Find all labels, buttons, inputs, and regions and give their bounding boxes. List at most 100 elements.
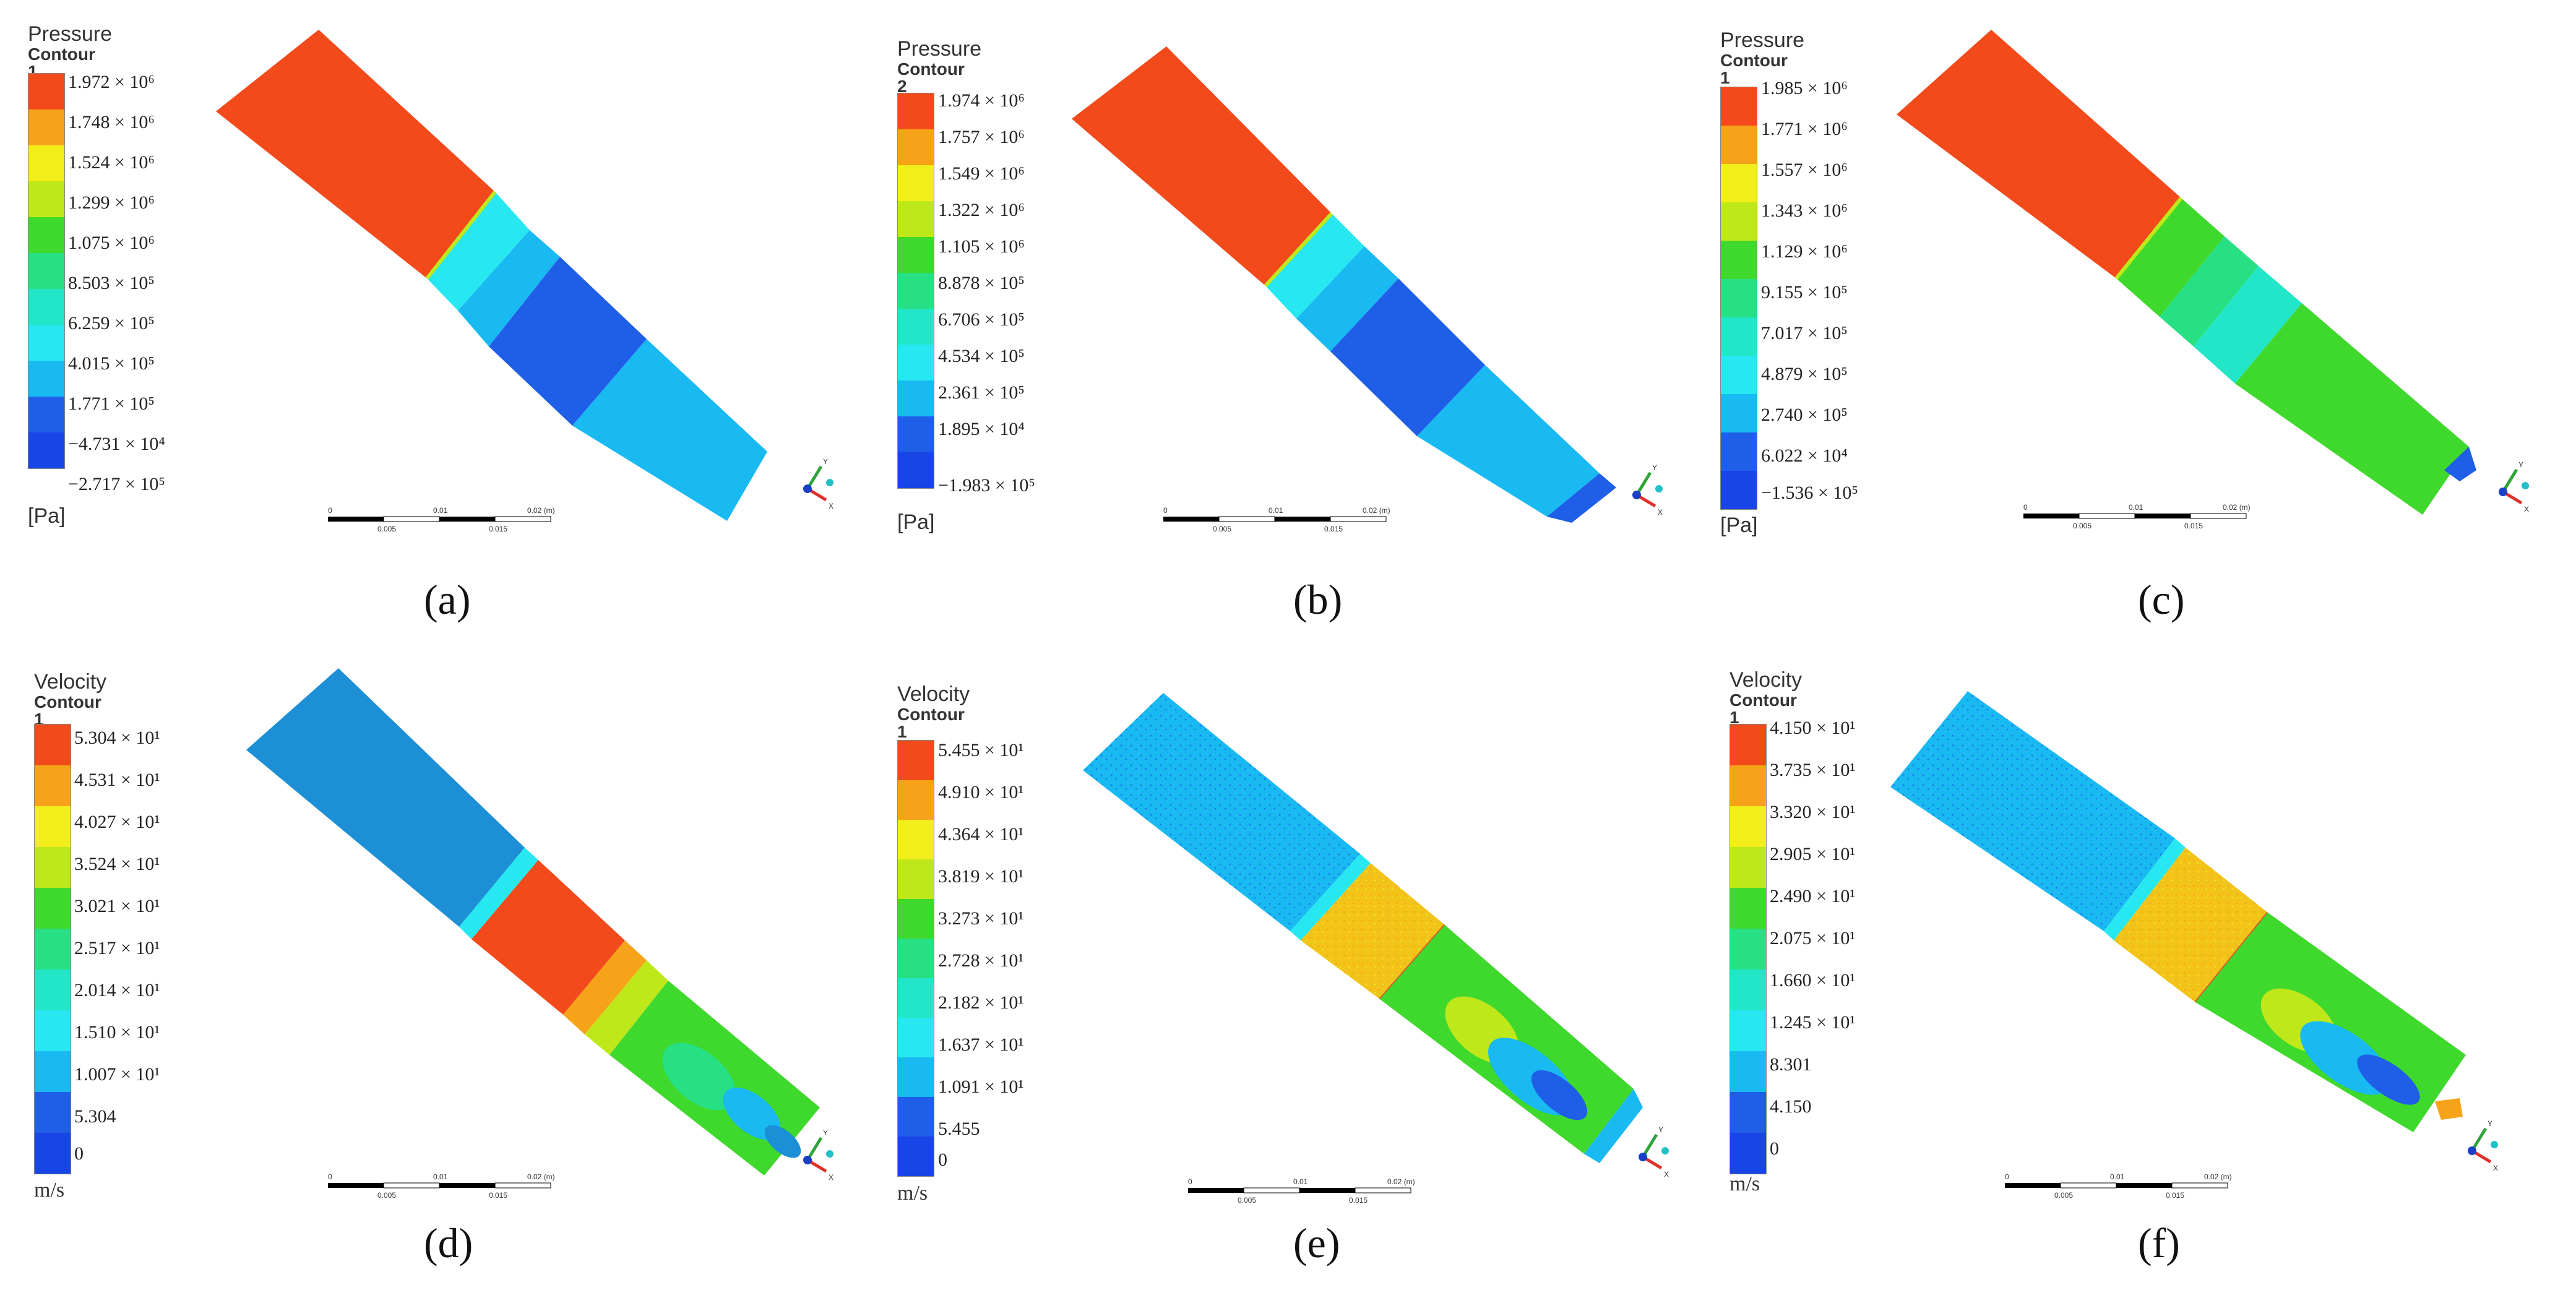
legend-unit: [Pa] xyxy=(1720,514,1758,537)
texture xyxy=(1890,691,2175,931)
axis-triad-icon: YX xyxy=(803,457,834,510)
inlet-region xyxy=(246,668,525,927)
legend-level: 1.129 × 10⁶ xyxy=(1761,241,1848,262)
geometry-f xyxy=(1890,691,2466,1132)
scale-subtick: 0.005 xyxy=(1213,525,1231,533)
contour-band xyxy=(2160,236,2259,346)
legend-subtitle: Contour 1 xyxy=(34,692,101,729)
legend-level: 2.014 × 10¹ xyxy=(74,980,160,1000)
legend-level: 9.155 × 10⁵ xyxy=(1761,282,1848,303)
inlet-region xyxy=(216,30,495,278)
legend-level: 4.534 × 10⁵ xyxy=(938,346,1025,366)
porous-interface xyxy=(2114,197,2183,280)
outlet-region xyxy=(1584,1089,1643,1163)
contour-band xyxy=(1296,246,1398,351)
legend-level: 1.637 × 10¹ xyxy=(938,1034,1024,1055)
scale-subtick: 0.005 xyxy=(2073,522,2091,530)
legend-level: 3.273 × 10¹ xyxy=(938,908,1024,929)
contour-band xyxy=(489,257,647,426)
contour-band xyxy=(2357,1054,2420,1105)
legend-level: 2.361 × 10⁵ xyxy=(938,382,1025,403)
figure-caption: (a) xyxy=(424,576,471,623)
legend-level: 3.021 × 10¹ xyxy=(74,896,160,916)
color-legend-bar xyxy=(897,740,934,1177)
legend-level: 1.524 × 10⁶ xyxy=(68,152,155,173)
legend-title: Velocity xyxy=(1730,668,1803,692)
contour-band xyxy=(2104,838,2186,940)
scale-bar-f: 0 0.01 0.02 (m) 0.005 0.015 xyxy=(2005,1172,2232,1200)
svg-text:X: X xyxy=(829,502,834,510)
contour-band xyxy=(427,192,530,311)
scale-tick: 0.01 xyxy=(2129,503,2143,512)
inlet-region xyxy=(1897,30,2181,278)
legend-level: 1.105 × 10⁶ xyxy=(938,236,1025,257)
outlet-region xyxy=(2435,1098,2463,1120)
svg-text:X: X xyxy=(2524,505,2529,514)
legend-level: −1.983 × 10⁵ xyxy=(938,475,1035,496)
legend-level: 2.740 × 10⁵ xyxy=(1761,405,1848,425)
color-legend-bar xyxy=(1720,87,1757,510)
scale-subtick: 0.015 xyxy=(2166,1191,2184,1200)
legend-level: 1.549 × 10⁶ xyxy=(938,163,1025,184)
contour-band xyxy=(572,339,767,521)
scale-tick: 0.02 (m) xyxy=(527,506,555,515)
figure-caption: (e) xyxy=(1293,1219,1340,1266)
contour-band xyxy=(2194,266,2302,384)
legend-level: 2.075 × 10¹ xyxy=(1770,928,1856,948)
legend-level: 2.905 × 10¹ xyxy=(1770,844,1856,864)
legend-level: 1.757 × 10⁶ xyxy=(938,127,1025,147)
figure-caption: (f) xyxy=(2138,1219,2180,1266)
axis-triad-icon: YX xyxy=(2499,460,2529,514)
contour-band xyxy=(764,1125,801,1158)
contour-band xyxy=(563,940,647,1034)
legend-title: Pressure xyxy=(897,37,982,61)
legend-unit: m/s xyxy=(1730,1172,1760,1195)
legend-level: 1.771 × 10⁵ xyxy=(68,393,155,414)
color-legend-bar xyxy=(34,724,71,1174)
legend-title: Velocity xyxy=(34,670,107,694)
scale-tick: 0.01 xyxy=(433,506,448,515)
svg-text:X: X xyxy=(1658,508,1663,517)
contour-band xyxy=(1265,213,1364,319)
scale-subtick: 0.005 xyxy=(377,525,396,533)
legend-unit: [Pa] xyxy=(28,504,66,528)
legend-unit: [Pa] xyxy=(897,510,935,534)
legend-level: 5.304 × 10¹ xyxy=(74,728,160,748)
scale-tick: 0 xyxy=(328,1172,332,1181)
outlet-region xyxy=(1547,473,1616,523)
color-legend-bar xyxy=(28,73,65,469)
legend-level: −4.731 × 10⁴ xyxy=(68,434,165,454)
scale-tick: 0.02 (m) xyxy=(527,1172,555,1181)
legend-level: 1.322 × 10⁶ xyxy=(938,200,1025,220)
legend-subtitle: Contour 1 xyxy=(1720,51,1788,87)
legend-level: 5.455 xyxy=(938,1119,980,1139)
scale-subtick: 0.015 xyxy=(489,1191,507,1200)
scale-subtick: 0.005 xyxy=(1238,1196,1256,1205)
legend-level: 4.910 × 10¹ xyxy=(938,782,1024,802)
legend-level: 7.017 × 10⁵ xyxy=(1761,323,1848,343)
legend-level: 8.503 × 10⁵ xyxy=(68,273,155,293)
geometry-a xyxy=(216,30,767,521)
geometry-b xyxy=(1072,46,1616,523)
scale-bar-e: 0 0.01 0.02 (m) 0.005 0.015 xyxy=(1188,1177,1415,1205)
scale-tick: 0.02 (m) xyxy=(2223,503,2251,512)
legend-subtitle: Contour 1 xyxy=(1730,690,1797,727)
scale-bar-c: 0 0.01 0.02 (m) 0.005 0.015 xyxy=(2023,503,2251,530)
scale-tick: 0.02 (m) xyxy=(1387,1177,1415,1186)
axis-triad-icon: YX xyxy=(2468,1119,2498,1172)
legend-unit: m/s xyxy=(34,1179,65,1202)
color-legend-bar xyxy=(897,93,934,489)
scale-tick: 0 xyxy=(1188,1177,1192,1186)
legend-level: 4.027 × 10¹ xyxy=(74,812,160,832)
legend-subtitle: Contour 2 xyxy=(897,59,965,96)
scale-bar-a: 0 0.01 0.02 (m) 0.005 0.015 xyxy=(328,506,555,533)
legend-level: 1.510 × 10¹ xyxy=(74,1022,160,1043)
legend-level: 4.150 × 10¹ xyxy=(1770,718,1856,738)
contour-band xyxy=(1417,365,1600,517)
legend-level: 6.022 × 10⁴ xyxy=(1761,445,1848,466)
texture xyxy=(1083,693,1360,931)
scale-tick: 0.01 xyxy=(2110,1172,2125,1181)
legend-level: 1.895 × 10⁴ xyxy=(938,419,1025,439)
legend-level: 4.879 × 10⁵ xyxy=(1761,364,1848,384)
svg-text:Y: Y xyxy=(823,457,828,466)
